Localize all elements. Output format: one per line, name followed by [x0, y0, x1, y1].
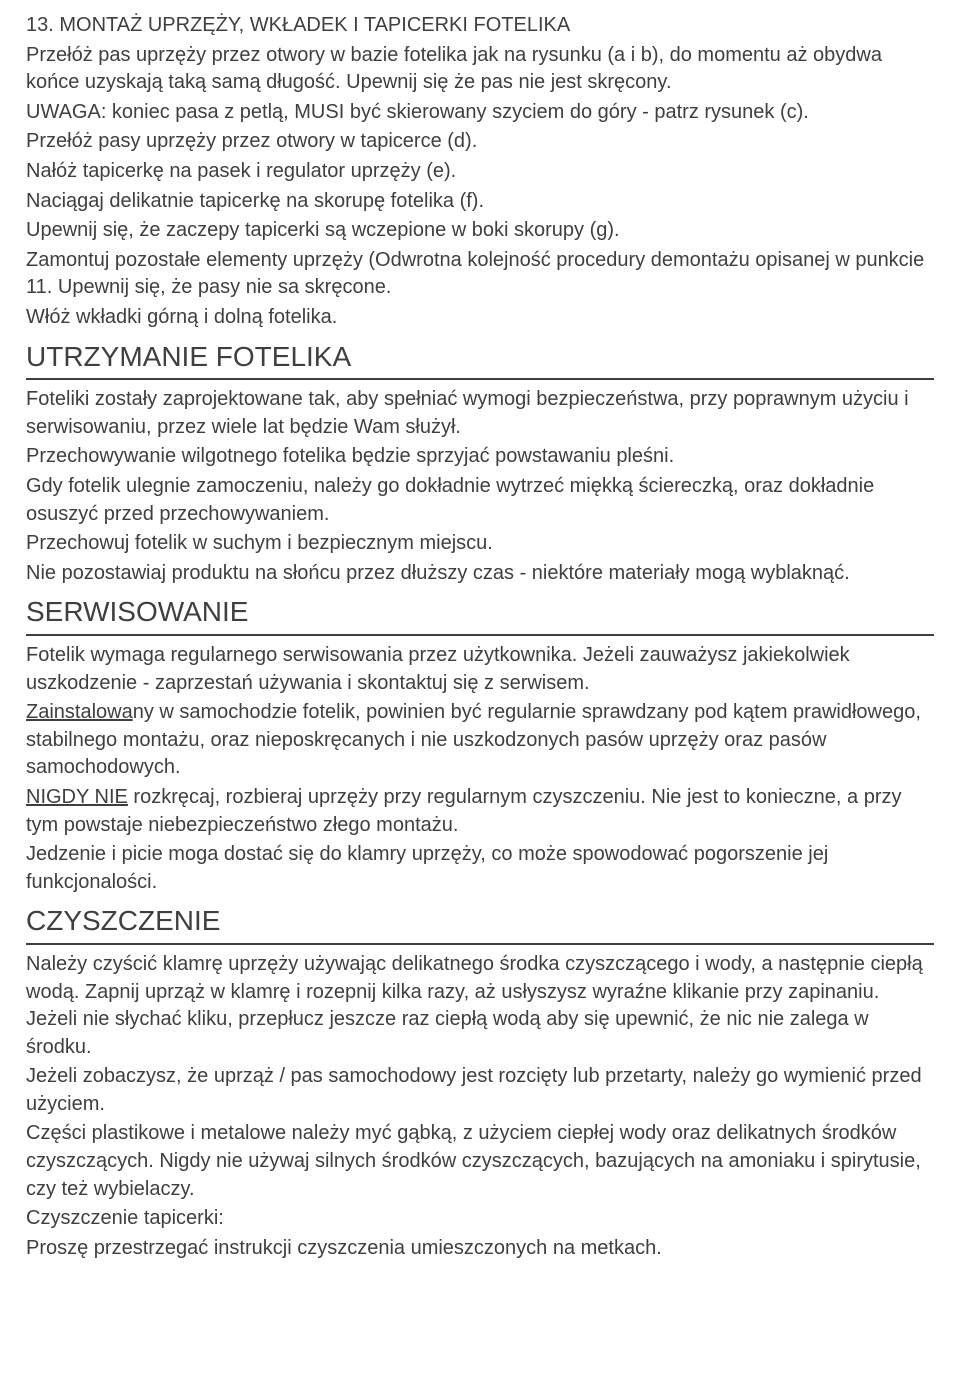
serwis-p2: Zainstalowany w samochodzie fotelik, pow…: [26, 699, 934, 782]
czyszczenie-p4: Czyszczenie tapicerki:: [26, 1205, 934, 1233]
serwis-p2-underlined: Zainstalowa: [26, 701, 133, 723]
serwis-p3-underlined: NIGDY NIE: [26, 786, 128, 808]
utrzymanie-heading: UTRZYMANIE FOTELIKA: [26, 338, 934, 377]
divider: [26, 378, 934, 380]
serwis-p3-rest: rozkręcaj, rozbieraj uprzęży przy regula…: [26, 786, 902, 836]
section-13-p1: Przełóż pas uprzęży przez otwory w bazie…: [26, 42, 934, 97]
section-13-p5: Naciągaj delikatnie tapicerkę na skorupę…: [26, 188, 934, 216]
utrzymanie-p3: Gdy fotelik ulegnie zamoczeniu, należy g…: [26, 473, 934, 528]
manual-page: 13. MONTAŻ UPRZĘŻY, WKŁADEK I TAPICERKI …: [0, 0, 960, 1390]
section-13-heading: 13. MONTAŻ UPRZĘŻY, WKŁADEK I TAPICERKI …: [26, 12, 934, 40]
czyszczenie-p1: Należy czyścić klamrę uprzęży używając d…: [26, 951, 934, 1061]
utrzymanie-p1: Foteliki zostały zaprojektowane tak, aby…: [26, 386, 934, 441]
section-13-p6: Upewnij się, że zaczepy tapicerki są wcz…: [26, 217, 934, 245]
utrzymanie-p5: Nie pozostawiaj produktu na słońcu przez…: [26, 560, 934, 588]
czyszczenie-heading: CZYSZCZENIE: [26, 902, 934, 941]
serwis-p2-rest: ny w samochodzie fotelik, powinien być r…: [26, 701, 921, 778]
serwis-p4: Jedzenie i picie moga dostać się do klam…: [26, 841, 934, 896]
section-13-p8: Włóż wkładki górną i dolną fotelika.: [26, 304, 934, 332]
section-13-p3: Przełóż pasy uprzęży przez otwory w tapi…: [26, 128, 934, 156]
czyszczenie-p2: Jeżeli zobaczysz, że uprząż / pas samoch…: [26, 1063, 934, 1118]
serwis-heading: SERWISOWANIE: [26, 593, 934, 632]
utrzymanie-p2: Przechowywanie wilgotnego fotelika będzi…: [26, 443, 934, 471]
divider: [26, 943, 934, 945]
utrzymanie-p4: Przechowuj fotelik w suchym i bezpieczny…: [26, 530, 934, 558]
serwis-p3: NIGDY NIE rozkręcaj, rozbieraj uprzęży p…: [26, 784, 934, 839]
section-13-p4: Nałóż tapicerkę na pasek i regulator upr…: [26, 158, 934, 186]
section-13-p7: Zamontuj pozostałe elementy uprzęży (Odw…: [26, 247, 934, 302]
czyszczenie-p3: Części plastikowe i metalowe należy myć …: [26, 1120, 934, 1203]
divider: [26, 634, 934, 636]
serwis-p1: Fotelik wymaga regularnego serwisowania …: [26, 642, 934, 697]
section-13-p2: UWAGA: koniec pasa z petlą, MUSI być ski…: [26, 99, 934, 127]
czyszczenie-p5: Proszę przestrzegać instrukcji czyszczen…: [26, 1235, 934, 1263]
